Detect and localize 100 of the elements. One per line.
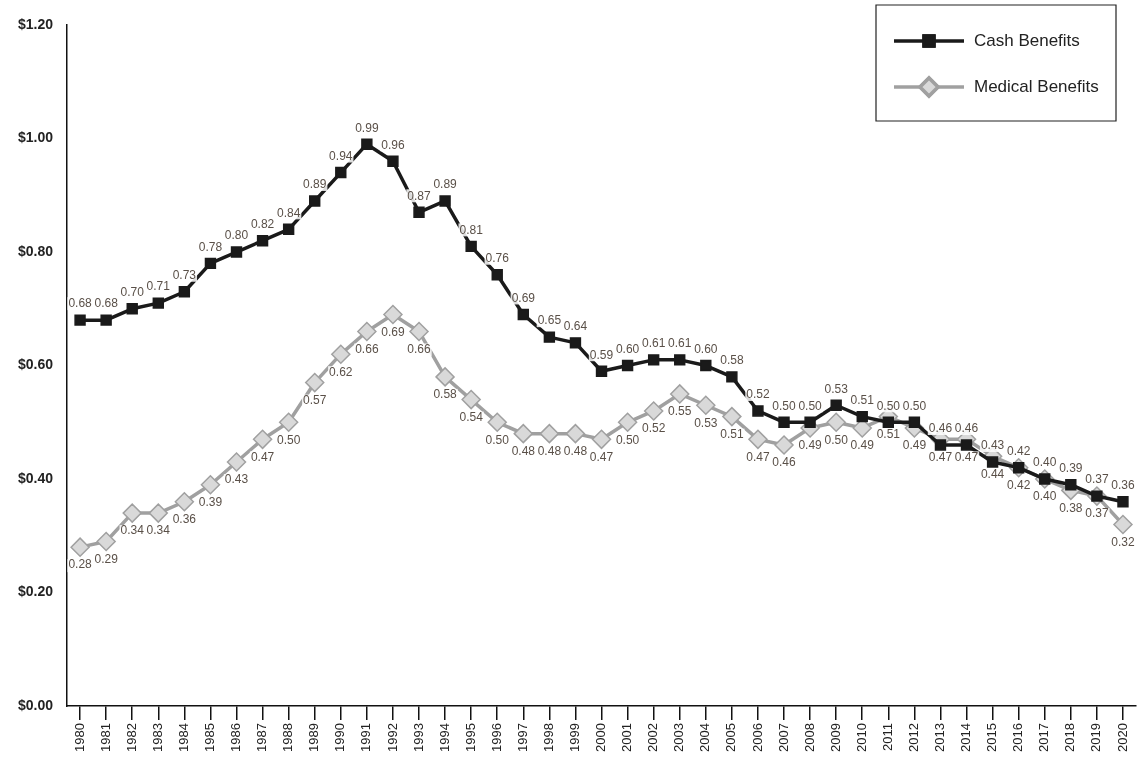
data-label: 0.37 <box>1085 506 1109 521</box>
data-label: 0.76 <box>485 251 510 266</box>
point <box>252 429 273 450</box>
data-label: 0.66 <box>355 341 379 356</box>
point <box>487 412 507 433</box>
data-label: 0.46 <box>954 421 979 436</box>
x-tick-label: 1992 <box>384 723 400 752</box>
point <box>226 452 247 472</box>
data-label: 0.47 <box>250 449 275 464</box>
data-label: 0.44 <box>980 466 1005 481</box>
point <box>934 439 947 451</box>
point <box>748 429 768 450</box>
point <box>383 304 403 325</box>
data-label: 0.49 <box>902 438 927 453</box>
point <box>674 354 686 366</box>
point <box>539 423 560 444</box>
data-label: 0.62 <box>329 364 353 379</box>
legend-label: Medical Benefits <box>974 76 1099 96</box>
data-label: 0.39 <box>198 495 223 510</box>
data-label: 0.50 <box>485 432 510 447</box>
data-label: 0.42 <box>1006 444 1031 459</box>
data-label: 0.87 <box>407 188 432 203</box>
point <box>126 303 138 315</box>
y-tick-label: $1.00 <box>17 129 54 146</box>
point <box>621 359 634 372</box>
point <box>122 503 142 523</box>
point <box>387 155 399 167</box>
data-label: 0.59 <box>589 347 614 362</box>
data-label: 0.40 <box>1033 489 1057 504</box>
point <box>804 416 816 428</box>
point <box>282 223 295 236</box>
point <box>882 416 895 428</box>
point <box>513 423 534 444</box>
data-label: 0.60 <box>615 341 640 356</box>
x-tick-label: 2009 <box>827 723 843 752</box>
point <box>148 503 169 523</box>
x-tick-label: 1984 <box>175 723 191 752</box>
point <box>1113 514 1133 535</box>
point <box>461 389 481 410</box>
y-tick-label: $0.80 <box>17 242 54 259</box>
data-label: 0.54 <box>459 409 484 424</box>
data-label: 0.65 <box>537 313 562 328</box>
point <box>696 395 716 416</box>
x-tick-label: 2005 <box>723 723 739 752</box>
point <box>178 286 191 298</box>
point <box>200 474 221 495</box>
x-tick-label: 2018 <box>1062 723 1078 752</box>
data-label: 0.61 <box>641 336 666 351</box>
data-label: 0.50 <box>902 398 927 413</box>
x-tick-label: 1982 <box>123 723 139 752</box>
data-label: 0.50 <box>772 398 797 413</box>
x-tick-label: 2000 <box>593 723 609 752</box>
data-label: 0.61 <box>668 336 692 351</box>
data-label: 0.36 <box>172 512 197 527</box>
x-tick-label: 2002 <box>645 723 661 752</box>
data-label: 0.68 <box>94 296 119 311</box>
data-label: 0.78 <box>198 239 223 254</box>
point <box>856 410 868 423</box>
data-label: 0.40 <box>1033 455 1057 470</box>
data-label: 0.57 <box>303 392 327 407</box>
x-tick-label: 1998 <box>540 723 556 752</box>
point <box>357 321 377 342</box>
point <box>409 321 429 342</box>
point <box>361 138 373 150</box>
data-label: 0.69 <box>511 290 536 305</box>
data-label: 0.34 <box>120 523 145 538</box>
point <box>595 365 608 377</box>
point <box>774 435 794 455</box>
data-label: 0.42 <box>1006 478 1031 493</box>
data-label: 0.34 <box>146 523 171 538</box>
point <box>278 412 299 433</box>
y-tick-label: $1.20 <box>17 15 54 32</box>
data-label: 0.37 <box>1085 472 1109 487</box>
data-label: 0.50 <box>798 398 823 413</box>
data-label: 0.51 <box>850 392 875 407</box>
data-label: 0.89 <box>303 177 327 192</box>
data-label: 0.29 <box>94 551 119 566</box>
point <box>517 308 529 321</box>
point <box>908 416 921 428</box>
data-label: 0.50 <box>276 432 301 447</box>
x-tick-label: 2016 <box>1010 723 1026 752</box>
data-label: 0.47 <box>954 449 979 464</box>
x-tick-label: 1995 <box>462 723 478 752</box>
data-label: 0.36 <box>1111 478 1135 493</box>
point <box>465 240 477 253</box>
x-tick-label: 2019 <box>1088 723 1104 752</box>
point <box>669 384 690 404</box>
data-label: 0.80 <box>224 228 249 243</box>
point <box>565 423 586 444</box>
x-tick-label: 2010 <box>853 723 869 752</box>
x-tick-label: 2001 <box>619 723 635 752</box>
x-tick-label: 2020 <box>1114 723 1130 752</box>
x-tick-label: 1997 <box>514 723 530 752</box>
data-label: 0.48 <box>537 443 562 458</box>
x-tick-label: 2011 <box>879 723 895 752</box>
point <box>1065 479 1077 491</box>
x-tick-label: 1986 <box>228 723 244 752</box>
data-label: 0.50 <box>824 432 849 447</box>
point <box>74 314 86 326</box>
x-tick-label: 1999 <box>567 723 583 752</box>
